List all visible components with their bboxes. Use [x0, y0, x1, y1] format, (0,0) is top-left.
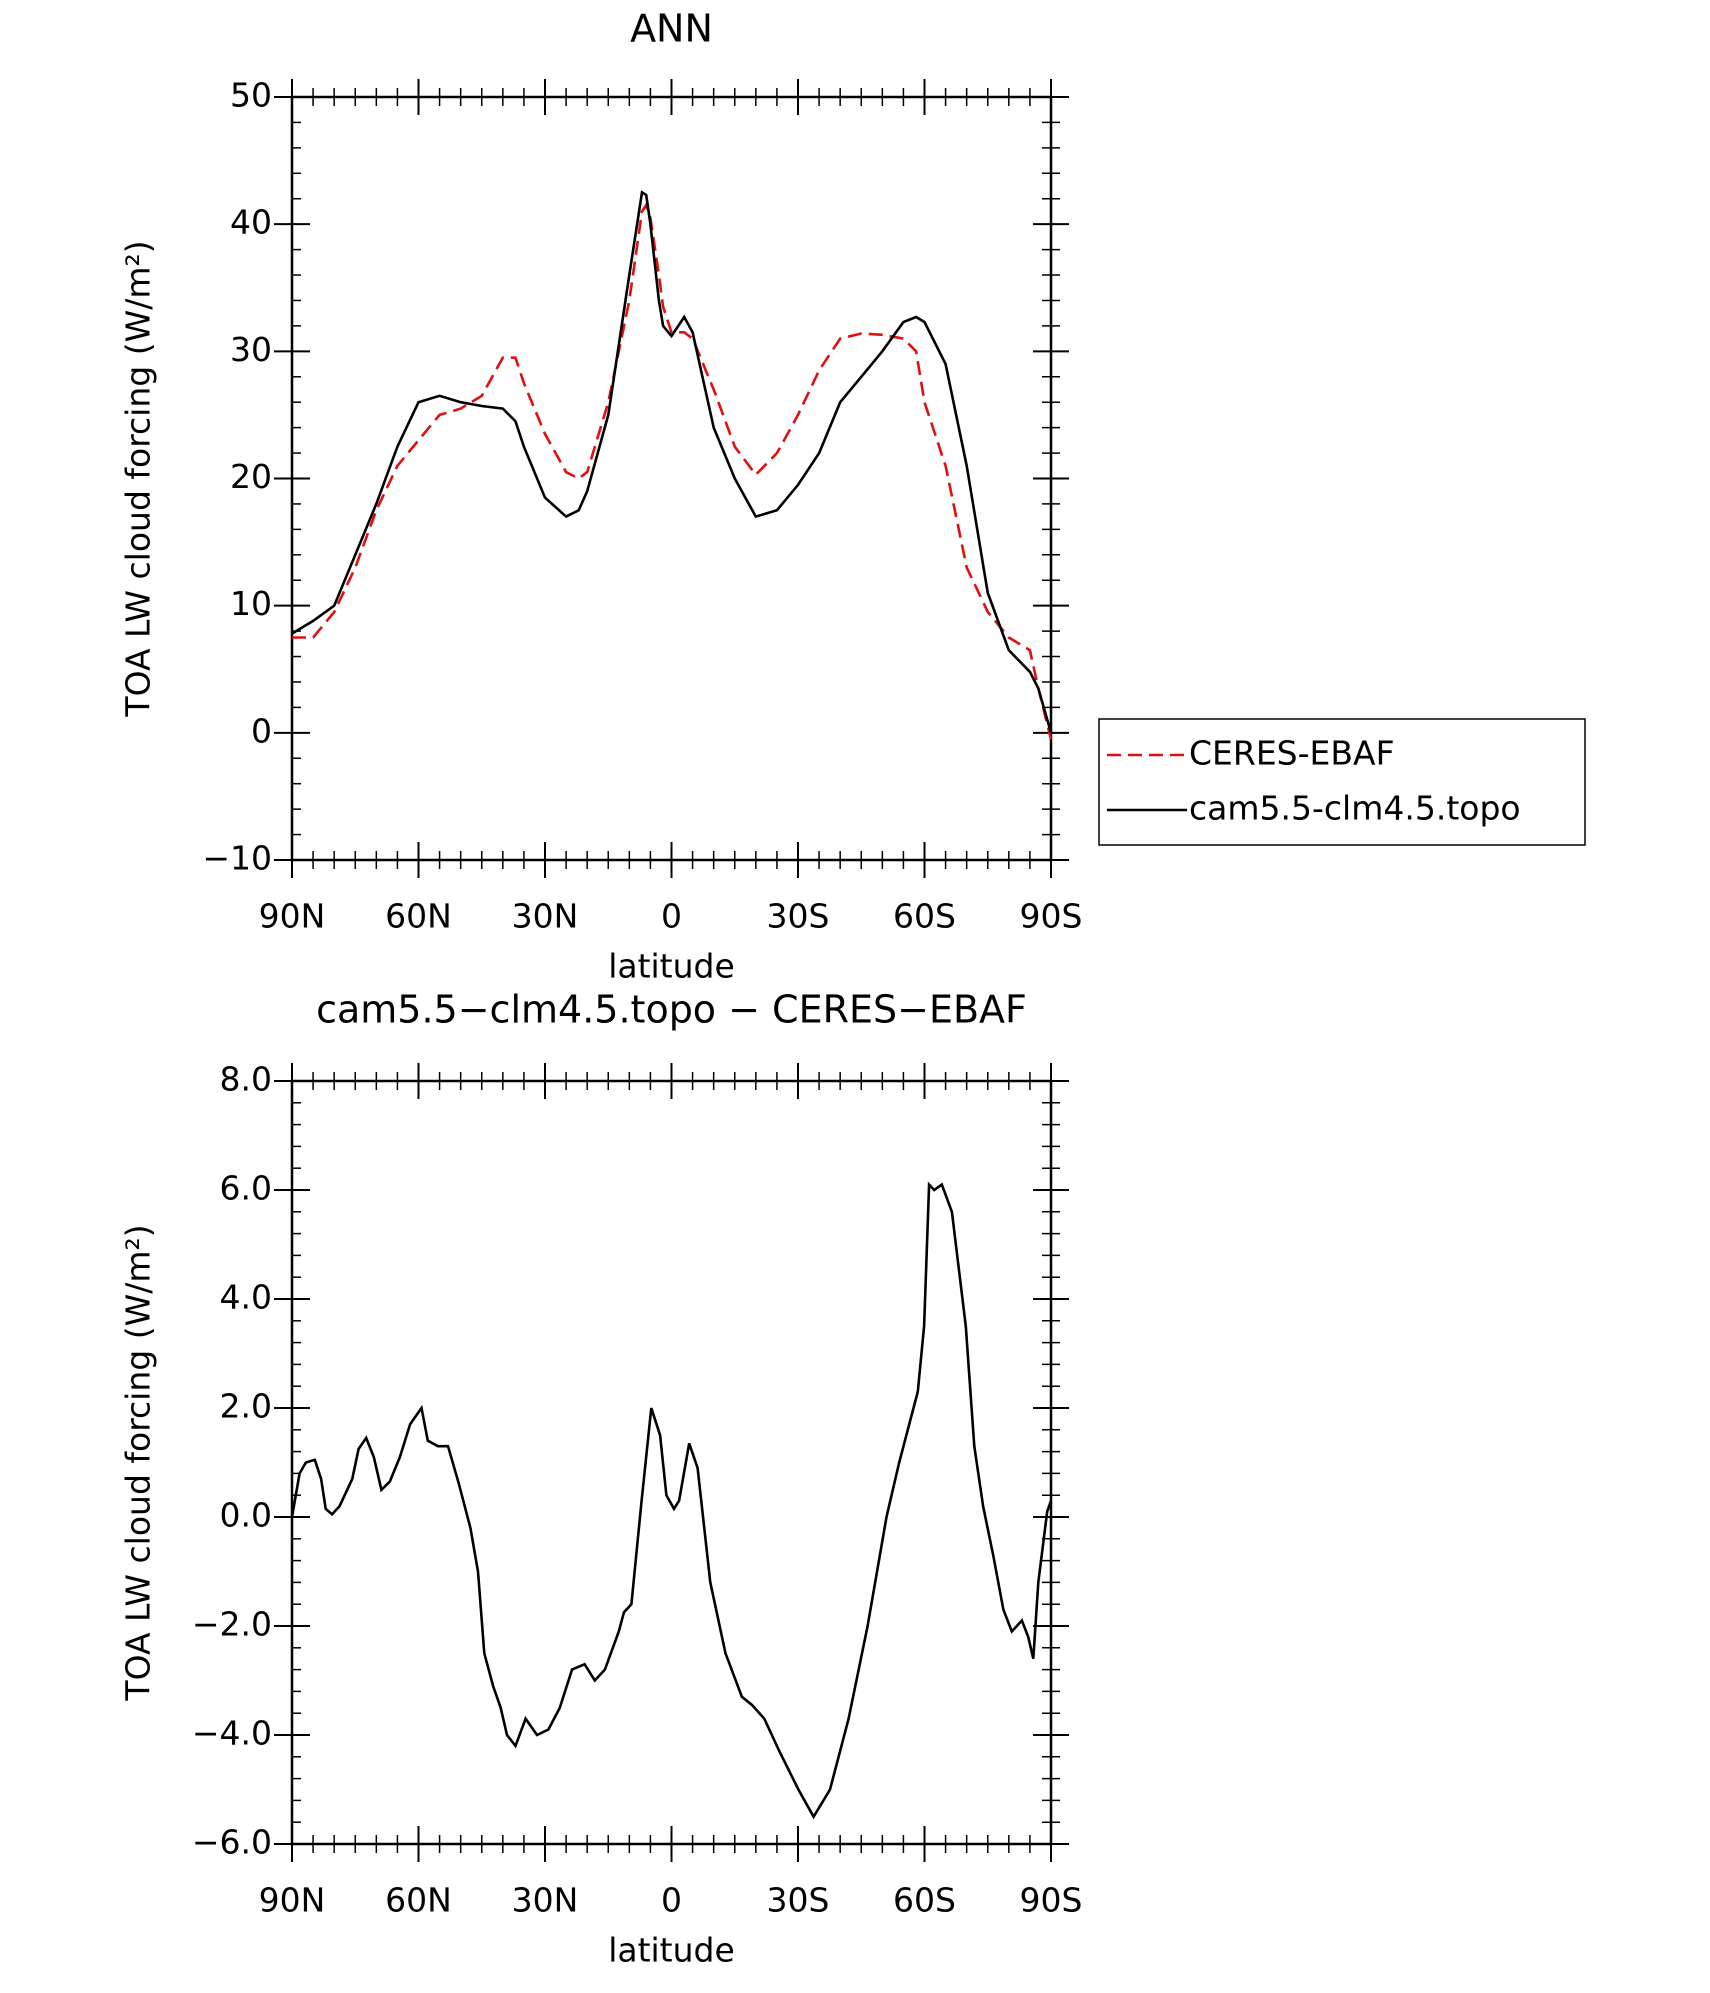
data-line — [292, 202, 1053, 740]
x-tick-label: 30S — [767, 1881, 830, 1920]
y-tick-label: 10 — [230, 584, 272, 623]
y-tick-label: 30 — [230, 330, 272, 369]
x-axis-label: latitude — [608, 1931, 735, 1970]
panel: ANN latitude TOA LW cloud forcing (W/m²) −1… — [119, 7, 1586, 986]
legend-label: cam5.5-clm4.5.topo — [1189, 789, 1521, 828]
y-tick-label: 8.0 — [220, 1060, 272, 1099]
plot-frame — [290, 1079, 1053, 1846]
y-tick-label: 4.0 — [220, 1278, 272, 1317]
x-axis-label: latitude — [608, 947, 735, 986]
x-tick-label: 90N — [259, 897, 326, 936]
y-tick-label: −4.0 — [192, 1714, 272, 1753]
chart-title: cam5.5−clm4.5.topo − CERES−EBAF — [316, 988, 1027, 1032]
y-tick-label: 40 — [230, 203, 272, 242]
x-tick-label: 60S — [893, 897, 956, 936]
y-tick-label: 6.0 — [220, 1169, 272, 1208]
data-line — [290, 1181, 1053, 1820]
y-tick-label: −6.0 — [192, 1823, 272, 1862]
y-tick-label: 2.0 — [220, 1387, 272, 1426]
x-tick-label: 30N — [512, 897, 579, 936]
data-line — [291, 190, 1053, 734]
x-tick-label: 90S — [1020, 1881, 1083, 1920]
legend-box — [1098, 718, 1586, 846]
chart-title: ANN — [630, 7, 713, 51]
x-tick-label: 0 — [661, 1881, 682, 1920]
x-tick-label: 0 — [661, 897, 682, 936]
y-tick-label: 0.0 — [220, 1496, 272, 1535]
x-tick-label: 60N — [385, 1881, 452, 1920]
x-tick-label: 60S — [893, 1881, 956, 1920]
y-tick-label: 0 — [251, 711, 272, 750]
x-tick-label: 90N — [259, 1881, 326, 1920]
y-tick-label: 20 — [230, 457, 272, 496]
x-tick-label: 30N — [512, 1881, 579, 1920]
plot-frame — [290, 95, 1053, 862]
legend-label: CERES-EBAF — [1189, 734, 1395, 773]
x-tick-label: 60N — [385, 897, 452, 936]
y-tick-label: −10 — [202, 839, 272, 878]
y-tick-label: 50 — [230, 76, 272, 115]
y-tick-label: −2.0 — [192, 1605, 272, 1644]
x-tick-label: 30S — [767, 897, 830, 936]
y-axis-label: TOA LW cloud forcing (W/m²) — [119, 1224, 158, 1701]
y-axis-label: TOA LW cloud forcing (W/m²) — [119, 240, 158, 717]
panel: cam5.5−clm4.5.topo − CERES−EBAF latitude T… — [119, 988, 1083, 1970]
x-tick-label: 90S — [1020, 897, 1083, 936]
